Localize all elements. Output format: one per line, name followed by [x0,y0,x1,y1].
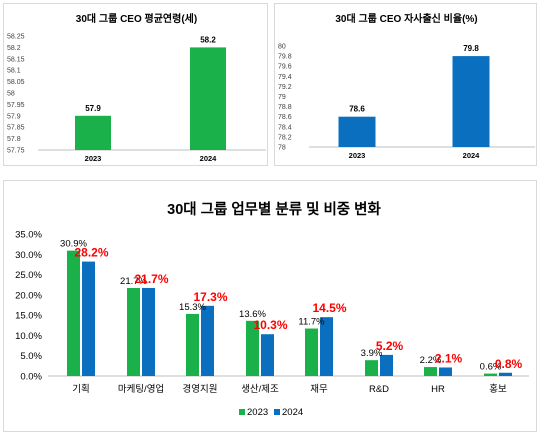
data-label-2023: 0.6% [480,362,502,373]
legend-swatch-2023 [239,409,245,415]
y-tick-label: 58.1 [7,68,21,75]
data-label-2024: 2.1% [435,351,463,365]
y-tick-label: 57.8 [7,136,21,143]
bar-2024 [261,334,274,376]
bar-2024 [201,305,214,376]
y-tick-label: 25.0% [15,270,42,281]
ceo-internal-ratio-chart-panel: 30대 그룹 CEO 자사출신 비율(%) 78 78.2 78.4 78.6 78.8 7… [274,3,537,166]
bar-2023 [127,287,140,376]
bar-2023 [246,320,259,376]
y-tick-label: 78.8 [278,104,292,111]
data-label-2024: 5.2% [376,339,404,353]
data-label-2023: 13.6% [239,309,266,320]
x-tick-label: 2023 [85,154,102,163]
job-category-chart-panel: 30대 그룹 업무별 분류 및 비중 변화 0.0% 5.0% 10.0% 15.0% 2… [3,180,537,432]
bar-2023 [67,250,80,376]
y-tick-label: 79.6 [278,64,292,71]
y-tick-label: 58.05 [7,79,25,86]
legend-label-2024: 2024 [282,407,303,418]
x-tick-label: 경영지원 [183,383,218,395]
y-tick-label: 20.0% [15,290,42,301]
bar-2023 [338,116,376,147]
bar-2023 [424,367,437,376]
y-tick-label: 78.2 [278,134,292,141]
data-label-2023: 15.3% [179,302,206,313]
y-tick-label: 35.0% [15,230,42,241]
data-label-2024: 17.3% [193,290,227,304]
bar-2023 [305,328,318,376]
bar-2024 [380,354,393,376]
y-tick-label: 58.15 [7,56,25,63]
chart-title: 30대 그룹 업무별 분류 및 비중 변화 [167,200,381,218]
bar-2023 [484,373,497,376]
bar-2023 [186,313,199,376]
bar-2023 [365,360,378,376]
legend-swatch-2024 [274,409,280,415]
y-tick-label: 80 [278,44,286,51]
bar-2024 [452,56,490,147]
x-tick-label: 2024 [200,154,218,163]
data-label-2024: 14.5% [312,301,346,315]
data-label: 79.8 [463,44,479,53]
bar-2024 [439,367,452,376]
y-tick-label: 79.8 [278,54,292,61]
x-tick-label: 재무 [310,384,328,395]
bar-2024 [82,261,95,376]
y-tick-label: 58.25 [7,34,25,41]
x-tick-label: 생산/제조 [241,384,279,395]
bar-2023 [75,115,111,150]
y-tick-label: 58 [7,91,15,98]
chart-title: 30대 그룹 CEO 자사출신 비율(%) [335,12,477,25]
y-tick-label: 57.95 [7,102,25,109]
bar-2024 [320,317,333,376]
y-tick-label: 57.85 [7,125,25,132]
x-tick-label: HR [431,384,445,395]
y-tick-label: 57.75 [7,148,25,155]
x-tick-label: R&D [369,384,389,395]
y-tick-label: 5.0% [20,351,42,362]
x-tick-label: 2023 [349,151,366,160]
data-label-2024: 10.3% [253,318,287,332]
data-label: 58.2 [200,35,216,44]
y-tick-label: 78 [278,145,286,152]
bar-2024 [142,287,155,376]
x-tick-label: 기획 [72,383,89,395]
bar-2024 [499,372,512,376]
data-label-2023: 21.7% [120,276,147,287]
y-tick-label: 79 [278,94,286,101]
data-label-2024: 0.8% [495,357,523,371]
data-label-2024: 28.2% [74,246,108,260]
ceo-age-chart: 30대 그룹 CEO 평균연령(세) 57.75 57.8 57.85 57.9 57.9… [7,12,266,163]
data-label-2023: 2.2% [420,355,442,366]
data-label: 78.6 [349,105,365,114]
data-label-2024: 21.7% [134,272,168,286]
y-tick-label: 57.9 [7,113,21,120]
bar-2024 [190,47,226,150]
y-tick-label: 15.0% [15,311,42,322]
job-category-chart: 30대 그룹 업무별 분류 및 비중 변화 0.0% 5.0% 10.0% 15.0% 2… [15,200,529,418]
data-label: 57.9 [85,104,101,113]
x-tick-label: 홍보 [489,383,507,395]
data-label-2023: 11.7% [298,317,325,328]
y-tick-label: 78.6 [278,114,292,121]
chart-title: 30대 그룹 CEO 평균연령(세) [76,12,197,25]
x-tick-label: 마케팅/영업 [118,383,164,395]
data-label-2023: 3.9% [361,348,383,359]
legend-label-2023: 2023 [247,407,268,418]
y-tick-label: 30.0% [15,250,42,261]
y-tick-label: 58.2 [7,45,21,52]
data-label-2023: 30.9% [60,239,87,250]
y-tick-label: 0.0% [20,372,42,383]
x-tick-label: 2024 [463,151,481,160]
y-tick-label: 78.4 [278,124,292,131]
ceo-age-chart-panel: 30대 그룹 CEO 평균연령(세) 57.75 57.8 57.85 57.9 57.9… [3,3,268,166]
y-tick-label: 79.2 [278,84,292,91]
ceo-internal-ratio-chart: 30대 그룹 CEO 자사출신 비율(%) 78 78.2 78.4 78.6 78.8 7… [278,12,535,160]
y-tick-label: 79.4 [278,74,292,81]
y-tick-label: 10.0% [15,331,42,342]
